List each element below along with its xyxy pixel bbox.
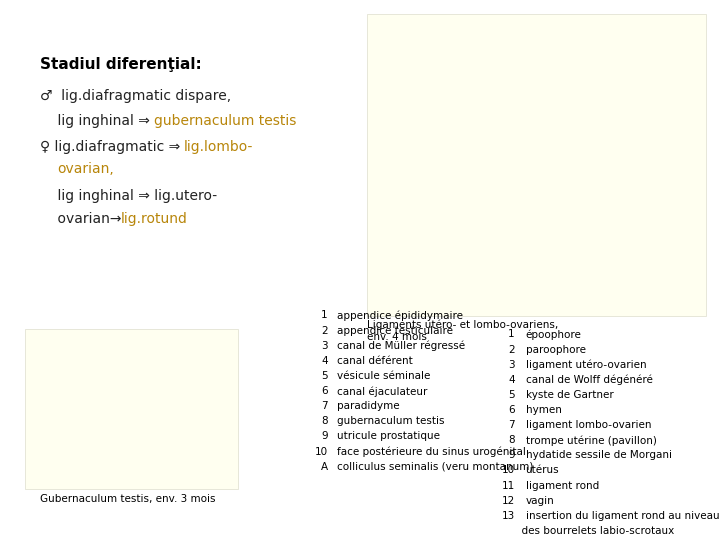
Text: 11: 11 xyxy=(502,481,515,491)
Text: paroophore: paroophore xyxy=(526,345,585,355)
Text: des bourrelets labio-scrotaux: des bourrelets labio-scrotaux xyxy=(515,526,674,536)
Text: trompe utérine (pavillon): trompe utérine (pavillon) xyxy=(526,435,657,445)
Text: 5: 5 xyxy=(508,390,515,400)
Text: gubernaculum testis: gubernaculum testis xyxy=(337,416,444,427)
Text: vagin: vagin xyxy=(526,496,554,506)
Text: canal de Müller régressé: canal de Müller régressé xyxy=(337,341,465,351)
Text: ovarian→: ovarian→ xyxy=(40,212,121,226)
Text: 5: 5 xyxy=(321,371,328,381)
Text: canal de Wolff dégénéré: canal de Wolff dégénéré xyxy=(526,375,652,385)
Text: 4: 4 xyxy=(321,356,328,366)
Text: ovarian,: ovarian, xyxy=(57,162,114,176)
Text: face postérieure du sinus urogénital: face postérieure du sinus urogénital xyxy=(337,447,526,457)
Text: 3: 3 xyxy=(321,341,328,351)
Text: 9: 9 xyxy=(321,431,328,442)
Text: ligament rond: ligament rond xyxy=(526,481,599,491)
Text: époophore: époophore xyxy=(526,329,582,340)
Text: lig inghinal ⇒: lig inghinal ⇒ xyxy=(40,114,154,129)
Text: vésicule séminale: vésicule séminale xyxy=(337,371,431,381)
Text: 3: 3 xyxy=(508,360,515,370)
FancyBboxPatch shape xyxy=(367,14,706,316)
Text: 1: 1 xyxy=(508,329,515,340)
Text: lig.lombo-: lig.lombo- xyxy=(184,140,253,154)
Text: lig.rotund: lig.rotund xyxy=(121,212,188,226)
Text: 6: 6 xyxy=(321,386,328,396)
Text: 9: 9 xyxy=(508,450,515,461)
Text: insertion du ligament rond au niveau: insertion du ligament rond au niveau xyxy=(526,511,719,521)
Text: utérus: utérus xyxy=(526,465,559,476)
Text: A: A xyxy=(320,462,328,472)
Text: ligament lombo-ovarien: ligament lombo-ovarien xyxy=(526,420,651,430)
Text: paradidyme: paradidyme xyxy=(337,401,400,411)
Text: 1: 1 xyxy=(321,310,328,321)
Text: Stadiul diferenţial:: Stadiul diferenţial: xyxy=(40,57,202,72)
Text: lig inghinal ⇒ lig.utero-: lig inghinal ⇒ lig.utero- xyxy=(40,189,217,203)
Text: 6: 6 xyxy=(508,405,515,415)
Text: 8: 8 xyxy=(508,435,515,445)
Text: 10: 10 xyxy=(502,465,515,476)
Text: 8: 8 xyxy=(321,416,328,427)
Text: 13: 13 xyxy=(502,511,515,521)
Text: 7: 7 xyxy=(508,420,515,430)
Text: appendice testiculaire: appendice testiculaire xyxy=(337,326,453,336)
Text: Gubernaculum testis, env. 3 mois: Gubernaculum testis, env. 3 mois xyxy=(40,494,215,504)
Text: appendice épididymaire: appendice épididymaire xyxy=(337,310,463,321)
Text: Ligaments utéro- et lombo-ovariens,
env. 4 mois: Ligaments utéro- et lombo-ovariens, env.… xyxy=(367,320,559,342)
Text: 4: 4 xyxy=(508,375,515,385)
Text: 2: 2 xyxy=(321,326,328,336)
FancyBboxPatch shape xyxy=(25,329,238,489)
Text: hydatide sessile de Morgani: hydatide sessile de Morgani xyxy=(526,450,672,461)
Text: colliculus seminalis (veru montanum): colliculus seminalis (veru montanum) xyxy=(337,462,534,472)
Text: canal déférent: canal déférent xyxy=(337,356,413,366)
Text: 7: 7 xyxy=(321,401,328,411)
Text: 10: 10 xyxy=(315,447,328,457)
Text: gubernaculum testis: gubernaculum testis xyxy=(154,114,296,129)
Text: ligament utéro-ovarien: ligament utéro-ovarien xyxy=(526,360,647,370)
Text: ♂  lig.diafragmatic dispare,: ♂ lig.diafragmatic dispare, xyxy=(40,89,230,103)
Text: utricule prostatique: utricule prostatique xyxy=(337,431,440,442)
Text: kyste de Gartner: kyste de Gartner xyxy=(526,390,613,400)
Text: hymen: hymen xyxy=(526,405,562,415)
Text: ♀ lig.diafragmatic ⇒: ♀ lig.diafragmatic ⇒ xyxy=(40,140,184,154)
Text: 12: 12 xyxy=(502,496,515,506)
Text: 2: 2 xyxy=(508,345,515,355)
Text: canal éjaculateur: canal éjaculateur xyxy=(337,386,428,396)
